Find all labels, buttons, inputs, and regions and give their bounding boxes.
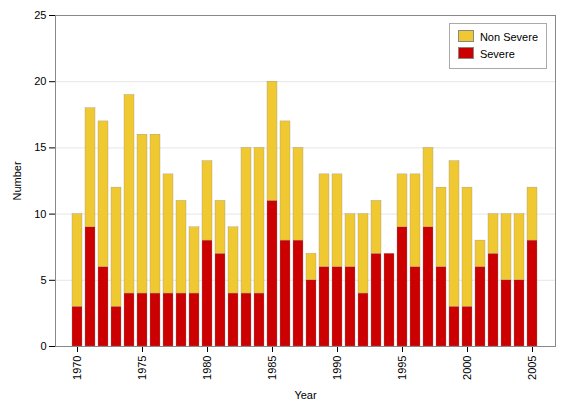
html-text:Severe: Severe: [479, 48, 515, 60]
svg-text:20: 20: [34, 75, 46, 87]
svg-text:Number: Number: [11, 161, 23, 200]
svg-text:10: 10: [34, 208, 46, 220]
svg-text:2000: 2000: [461, 356, 473, 380]
svg-text:1975: 1975: [136, 356, 148, 380]
svg-text:1995: 1995: [396, 356, 408, 380]
svg-text:2005: 2005: [526, 356, 538, 380]
svg-text:Year: Year: [294, 389, 317, 401]
html-text:Non Severe: Non Severe: [479, 31, 538, 43]
svg-text:25: 25: [34, 9, 46, 21]
svg-text:1980: 1980: [201, 356, 213, 380]
svg-text:1990: 1990: [331, 356, 343, 380]
svg-text:15: 15: [34, 141, 46, 153]
svg-text:1970: 1970: [71, 356, 83, 380]
svg-text:0: 0: [40, 340, 46, 352]
svg-text:5: 5: [40, 274, 46, 286]
svg-text:1985: 1985: [266, 356, 278, 380]
